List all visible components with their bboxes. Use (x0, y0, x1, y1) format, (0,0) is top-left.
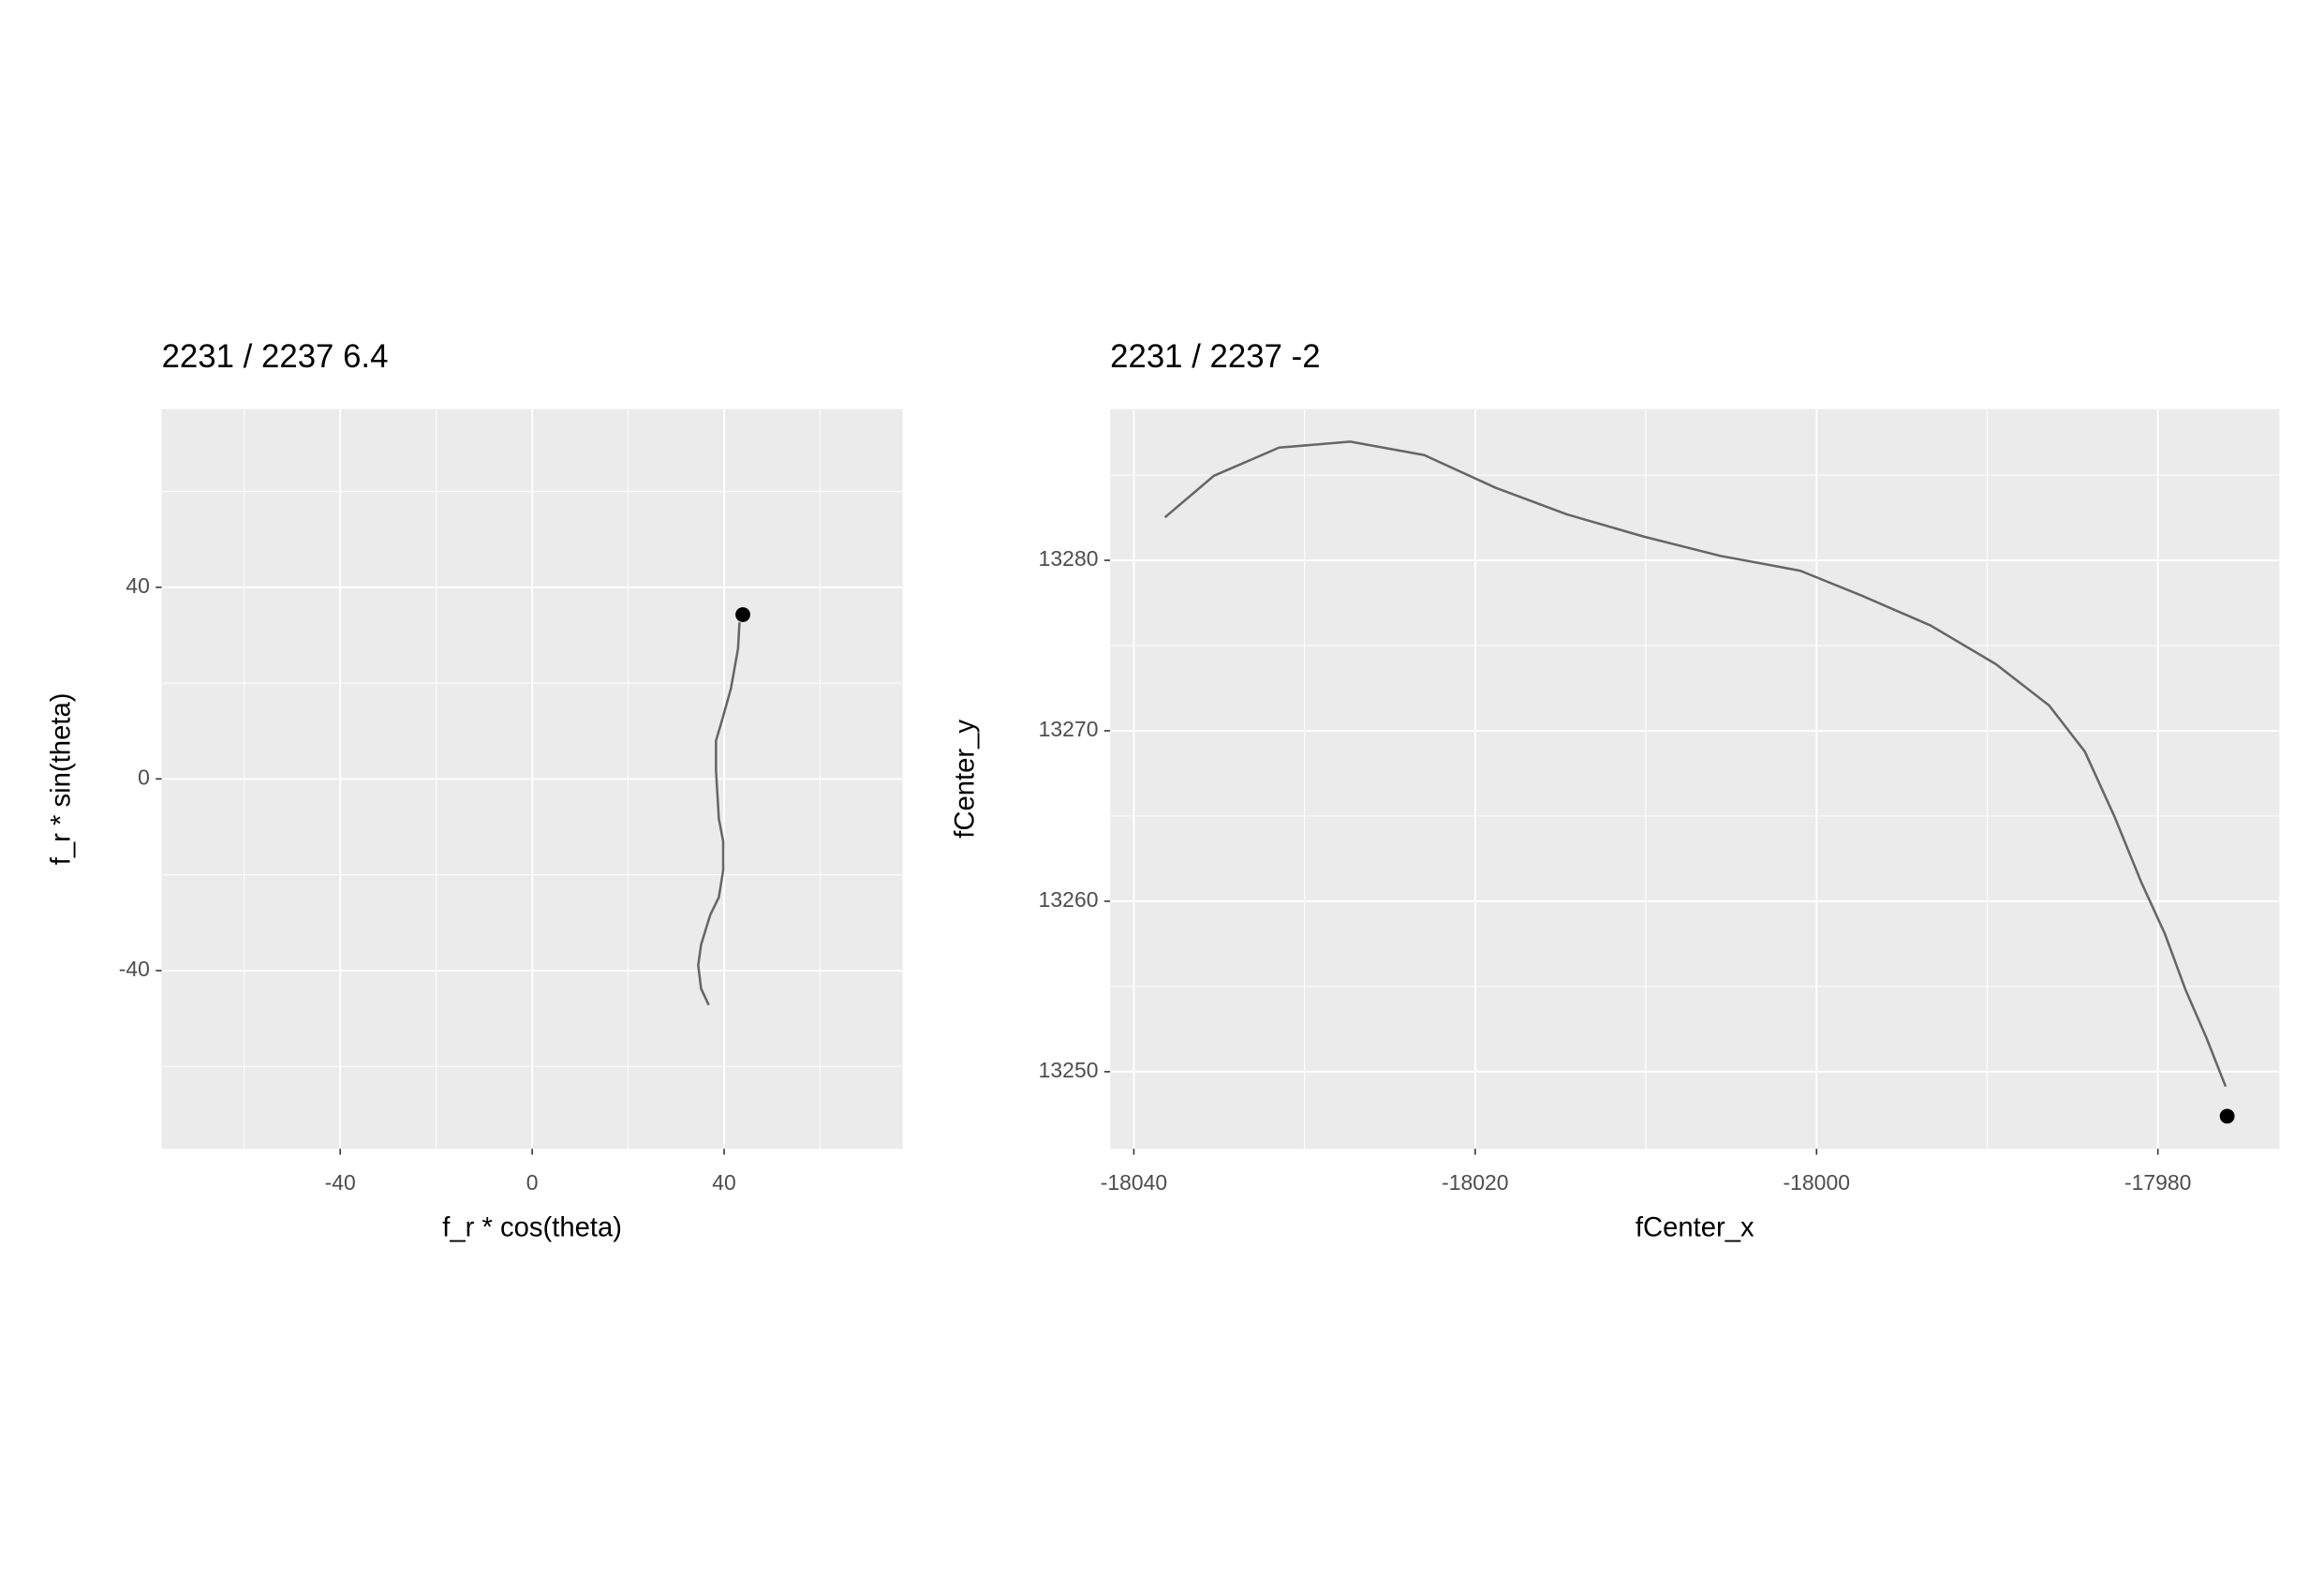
y-tick-label: 40 (126, 573, 150, 598)
chart-title: 2231 / 2237 6.4 (162, 338, 389, 375)
y-tick-label: 13280 (1039, 546, 1099, 571)
x-tick-label: -18040 (1101, 1170, 1167, 1195)
chart-title: 2231 / 2237 -2 (1110, 338, 1320, 375)
x-tick-label: -18000 (1784, 1170, 1850, 1195)
y-tick-label: 13270 (1039, 717, 1099, 741)
y-tick-label: 0 (138, 765, 150, 789)
y-tick-label: 13260 (1039, 887, 1099, 912)
end-point (2219, 1108, 2235, 1124)
x-axis-title: f_r * cos(theta) (442, 1212, 622, 1242)
x-tick-label: -18020 (1442, 1170, 1508, 1195)
x-tick-label: 0 (526, 1170, 539, 1195)
trajectory-line (697, 622, 741, 1006)
end-point (735, 607, 750, 622)
y-axis-title: fCenter_y (950, 720, 980, 839)
panel-background (1110, 408, 2280, 1150)
x-tick-label: 40 (712, 1170, 736, 1195)
trajectory-line (1163, 440, 2228, 1088)
x-tick-label: -17980 (2124, 1170, 2191, 1195)
y-axis-title: f_r * sin(theta) (46, 693, 76, 866)
y-tick-label: -40 (119, 957, 150, 981)
x-tick-label: -40 (325, 1170, 356, 1195)
y-tick-label: 13250 (1039, 1058, 1099, 1082)
x-axis-title: fCenter_x (1636, 1212, 1754, 1242)
